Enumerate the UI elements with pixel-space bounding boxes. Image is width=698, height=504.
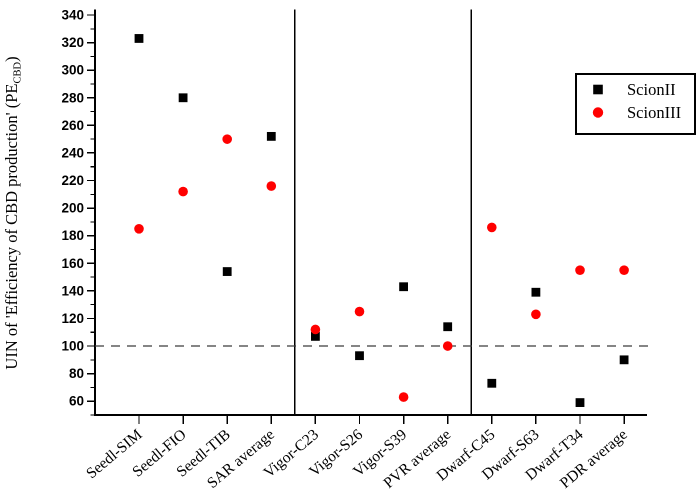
point-ScionII-Dwarf-C45 xyxy=(487,378,497,388)
point-ScionIII-Dwarf-T34 xyxy=(575,265,585,275)
legend-marker-ScionIII xyxy=(592,107,604,118)
legend-label-ScionII: ScionII xyxy=(627,80,676,99)
y-tick-label: 160 xyxy=(61,256,84,271)
y-tick-label: 60 xyxy=(69,394,84,409)
point-ScionII-Vigor-S39 xyxy=(399,282,408,292)
y-tick-label: 120 xyxy=(61,311,84,326)
point-ScionII-PDR average xyxy=(619,355,629,365)
point-ScionIII-Dwarf-C45 xyxy=(487,222,497,233)
y-tick-label: 340 xyxy=(61,8,84,23)
point-ScionII-Vigor-C23 xyxy=(311,331,320,341)
point-ScionIII-Seedl-FIO xyxy=(178,186,188,197)
y-tick-label: 220 xyxy=(61,173,84,188)
y-tick-label: 320 xyxy=(61,35,84,50)
y-tick-label: 140 xyxy=(61,283,84,298)
point-ScionII-SAR average xyxy=(266,131,276,141)
point-ScionIII-PVR average xyxy=(442,341,453,351)
point-ScionII-Dwarf-S63 xyxy=(531,287,541,297)
y-tick-label: 80 xyxy=(69,366,84,381)
y-tick-label: 260 xyxy=(61,118,84,133)
legend-marker-ScionII xyxy=(593,84,603,95)
point-ScionII-Vigor-S26 xyxy=(355,351,364,361)
y-tick-label: 100 xyxy=(61,339,84,354)
y-tick-label: 240 xyxy=(61,145,84,160)
y-tick-label: 200 xyxy=(61,201,84,216)
point-ScionIII-Vigor-S26 xyxy=(354,306,365,317)
point-ScionIII-Vigor-C23 xyxy=(310,324,321,335)
point-ScionIII-Seedl-SIM xyxy=(134,224,144,234)
y-axis-title: UIN of 'Efficiency of CBD production' (P… xyxy=(2,56,24,369)
point-ScionIII-Dwarf-S63 xyxy=(531,309,541,320)
point-ScionIII-Seedl-TIB xyxy=(222,134,232,144)
point-ScionII-PVR average xyxy=(443,322,453,332)
y-tick-label: 180 xyxy=(61,228,84,243)
y-tick-label: 280 xyxy=(61,90,84,105)
point-ScionIII-Vigor-S39 xyxy=(398,392,409,402)
point-ScionII-Seedl-FIO xyxy=(178,93,188,103)
point-ScionII-Seedl-SIM xyxy=(134,34,144,43)
legend-label-ScionIII: ScionIII xyxy=(627,103,681,122)
point-ScionII-Seedl-TIB xyxy=(222,267,232,276)
point-ScionIII-SAR average xyxy=(266,181,277,191)
legend-box xyxy=(575,73,696,135)
point-ScionIII-PDR average xyxy=(619,265,629,275)
point-ScionII-Dwarf-T34 xyxy=(575,398,585,407)
y-tick-label: 300 xyxy=(61,63,84,78)
